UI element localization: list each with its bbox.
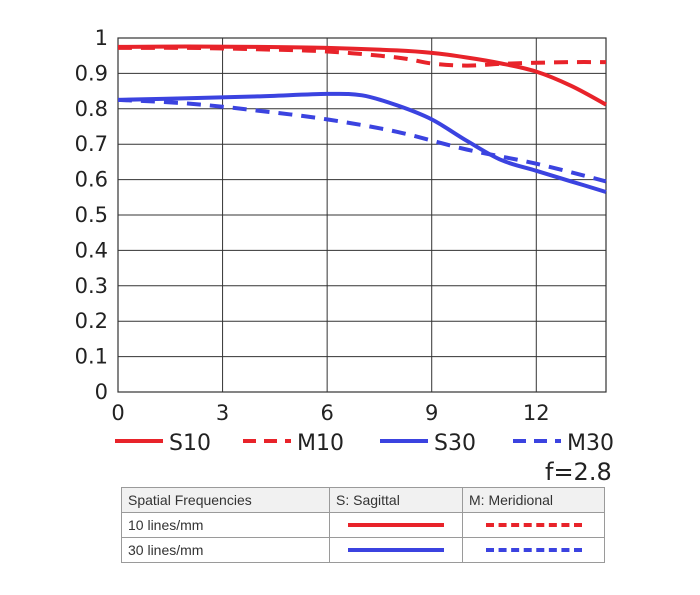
key-row-10: 10 lines/mm: [121, 512, 605, 538]
series-line-s30: [117, 91, 607, 194]
y-tick-label: 0.1: [75, 345, 108, 369]
y-tick-label: 0.9: [75, 61, 108, 85]
series-line-m10: [117, 45, 607, 68]
key-row-label: 30 lines/mm: [121, 537, 330, 563]
series-line-m30: [117, 97, 607, 184]
frequency-key-table: Spatial Frequencies S: Sagittal M: Merid…: [121, 487, 605, 563]
y-tick-label: 0.7: [75, 132, 108, 156]
x-tick-label: 6: [320, 401, 333, 425]
header-sagittal: S: Sagittal: [329, 487, 463, 513]
y-tick-label: 0.8: [75, 97, 108, 121]
header-meridional: M: Meridional: [462, 487, 605, 513]
x-tick-label: 12: [523, 401, 550, 425]
legend-label-s30: S30: [434, 431, 476, 456]
series-line-s10: [117, 44, 607, 107]
x-tick-label: 0: [111, 401, 124, 425]
legend-label-m10: M10: [297, 431, 344, 456]
meridional-30-swatch: [485, 548, 582, 552]
mtf-chart: 0 0.1 0.2 0.3 0.4 0.5 0.6 0.7 0.8 0.9 1 0 3 6 9 12 S10 M…: [75, 26, 614, 456]
series-lines: [117, 44, 607, 194]
key-row-30: 30 lines/mm: [121, 537, 605, 563]
y-tick-label: 0.3: [75, 274, 108, 298]
key-row-label: 10 lines/mm: [121, 512, 330, 538]
key-table-header: Spatial Frequencies S: Sagittal M: Merid…: [121, 487, 605, 513]
x-tick-label: 3: [216, 401, 229, 425]
y-tick-label: 0.4: [75, 238, 108, 262]
legend: S10 M10 S30 M30: [115, 431, 614, 456]
y-tick-label: 0.5: [75, 203, 108, 227]
grid-lines: [117, 37, 607, 393]
legend-label-m30: M30: [567, 431, 614, 456]
tick-labels: 0 0.1 0.2 0.3 0.4 0.5 0.6 0.7 0.8 0.9 1 0 3 6 9 12: [75, 26, 550, 425]
y-tick-label: 0.6: [75, 168, 108, 192]
x-tick-label: 9: [425, 401, 438, 425]
y-tick-label: 0: [95, 380, 108, 404]
legend-label-s10: S10: [169, 431, 211, 456]
y-tick-label: 1: [95, 26, 108, 50]
y-tick-label: 0.2: [75, 309, 108, 333]
meridional-10-swatch: [485, 523, 582, 527]
header-spatial-frequencies: Spatial Frequencies: [121, 487, 330, 513]
sagittal-30-swatch: [348, 548, 444, 552]
sagittal-10-swatch: [348, 523, 444, 527]
aperture-label: f=2.8: [545, 458, 612, 486]
